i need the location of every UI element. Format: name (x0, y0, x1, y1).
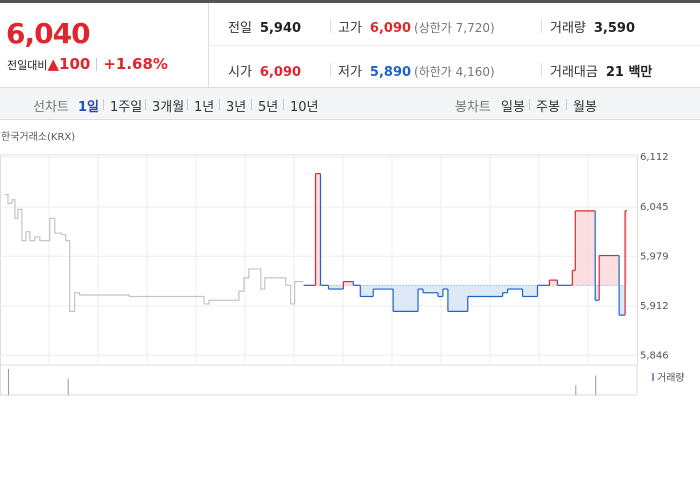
chart: 한국거래소(KRX) 6,112 6,045 5,979 5,912 5,846 거래량 (0, 131, 685, 396)
y-tick-label: 5,846 (640, 350, 669, 361)
info-cell: 저가 5,890 (하한가 4,160) (338, 61, 495, 80)
info-value: 5,890 (369, 65, 412, 80)
area-fill (619, 285, 626, 316)
area-fill (442, 285, 448, 290)
period-tabs: 선차트 1일 1주일 3개월 1년 3년 5년 10년 봉차트 일봉 주봉 월봉 (0, 88, 700, 120)
tab[interactable]: 3년 (226, 100, 247, 115)
area-fill (328, 285, 344, 290)
area-fill (373, 285, 394, 290)
info-label: 시가 (228, 65, 252, 80)
area-fill (599, 255, 613, 286)
info-cell: 거래량 3,590 (550, 17, 635, 36)
info-label: 거래량 (550, 21, 586, 36)
info-value: 3,590 (593, 21, 636, 36)
area-fill (467, 285, 503, 297)
info-cell: 고가 6,090 (상한가 7,720) (338, 17, 495, 36)
volume-bar (7, 369, 9, 395)
area-fill (437, 285, 443, 297)
info-value: 6,090 (259, 65, 302, 80)
area-fill (393, 285, 419, 312)
area-fill (625, 210, 628, 286)
area-fill (360, 285, 374, 297)
summary-panel: 6,040 전일대비▲100 +1.68% 전일 5,940 고가 6,090 (상한가… (0, 0, 700, 88)
tab[interactable]: 1일 (78, 100, 100, 115)
info-label: 저가 (338, 65, 362, 80)
area-fill (502, 285, 508, 293)
info-label: 전일 (228, 21, 252, 36)
tab[interactable]: 1년 (194, 100, 215, 115)
change: ▲100 (47, 55, 91, 73)
volume-bar (595, 375, 597, 395)
y-tick-label: 5,979 (640, 251, 669, 262)
tab[interactable]: 3개월 (152, 100, 185, 115)
tab[interactable]: 주봉 (536, 100, 560, 115)
area-fill (447, 285, 468, 312)
legend-label: 거래량 (657, 372, 685, 384)
info-value: 6,090 (369, 21, 412, 36)
change-row: 전일대비▲100 +1.68% (7, 55, 168, 73)
y-tick-label: 5,912 (640, 301, 669, 312)
tab[interactable]: 1주일 (110, 100, 143, 115)
volume-bar (575, 385, 577, 395)
info-value: 21 백만 (605, 65, 653, 80)
area-fill (595, 285, 600, 301)
area-fill (418, 285, 424, 290)
tab[interactable]: 일봉 (501, 100, 525, 115)
info-label: 거래대금 (550, 65, 598, 80)
change-pct: +1.68% (103, 55, 168, 73)
price-line (4, 193, 304, 312)
volume-bar (67, 378, 69, 395)
info-cell: 거래대금 21 백만 (550, 61, 652, 80)
area-fill (572, 270, 576, 286)
area-fill (549, 280, 558, 286)
area-fill (575, 210, 596, 286)
legend-swatch (652, 373, 654, 381)
info-note: (하한가 4,160) (414, 65, 495, 79)
info-cell: 시가 6,090 (228, 61, 301, 80)
tab: 선차트 (33, 100, 69, 115)
info-value: 5,940 (259, 21, 302, 36)
info-cell: 전일 5,940 (228, 17, 301, 36)
plot-frame (0, 154, 638, 366)
info-label: 고가 (338, 21, 362, 36)
price: 6,040 (6, 17, 91, 50)
y-tick-label: 6,112 (640, 152, 669, 163)
source-label: 한국거래소(KRX) (1, 131, 75, 143)
area-fill (522, 285, 538, 297)
area-fill (507, 285, 523, 290)
tab[interactable]: 5년 (258, 100, 279, 115)
area-fill (612, 255, 620, 286)
y-tick-label: 6,045 (640, 202, 669, 213)
tab[interactable]: 10년 (290, 100, 319, 115)
info-note: (상한가 7,720) (414, 21, 495, 35)
change-label: 전일대비 (7, 59, 48, 72)
tab: 봉차트 (455, 100, 491, 115)
area-fill (423, 285, 438, 293)
area-fill (343, 281, 354, 286)
tab[interactable]: 월봉 (573, 100, 597, 115)
area-fill (315, 173, 321, 286)
